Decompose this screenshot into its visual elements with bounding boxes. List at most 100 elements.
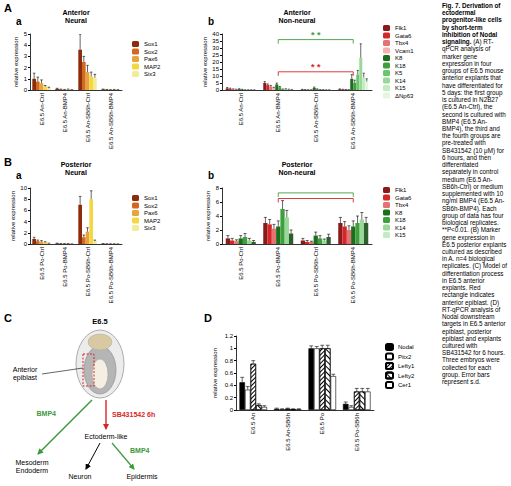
svg-text:3: 3: [24, 53, 28, 59]
svg-text:Cer1: Cer1: [398, 382, 412, 388]
svg-text:E6.5 An-SB6h-BMP4: E6.5 An-SB6h-BMP4: [108, 92, 114, 149]
svg-text:E6.5: E6.5: [92, 317, 107, 326]
svg-text:E6.5 An-Ctrl: E6.5 An-Ctrl: [238, 93, 244, 125]
svg-text:K15: K15: [395, 232, 406, 238]
svg-text:E6.5 Po-SB6h: E6.5 Po-SB6h: [354, 413, 360, 451]
svg-text:0: 0: [216, 87, 220, 93]
svg-text:8: 8: [24, 196, 28, 202]
svg-text:relative expression: relative expression: [13, 37, 19, 87]
svg-text:a: a: [16, 170, 22, 181]
svg-text:E6.5 Po-SB6h-BMP4: E6.5 Po-SB6h-BMP4: [108, 246, 114, 303]
svg-text:Posterior: Posterior: [61, 161, 92, 168]
svg-text:Lefty2: Lefty2: [398, 373, 415, 379]
svg-text:E6.5 An-SB6h-Ctrl: E6.5 An-SB6h-Ctrl: [85, 93, 91, 142]
svg-text:5: 5: [24, 31, 28, 37]
svg-text:K8: K8: [395, 210, 403, 216]
svg-text:* *: * *: [311, 62, 321, 72]
svg-text:a: a: [16, 16, 22, 27]
svg-text:Gata6: Gata6: [395, 195, 412, 201]
svg-text:Flk1: Flk1: [395, 187, 407, 193]
svg-text:E6.5 Po-BMP4: E6.5 Po-BMP4: [62, 246, 68, 286]
svg-text:E6.5 Po-Ctrl: E6.5 Po-Ctrl: [39, 247, 45, 280]
svg-text:relative expression: relative expression: [212, 348, 218, 398]
svg-text:Mesoderm: Mesoderm: [15, 459, 48, 466]
svg-text:Neuron: Neuron: [69, 473, 92, 480]
svg-text:D: D: [204, 312, 212, 324]
svg-text:E6.5 Po-BMP4: E6.5 Po-BMP4: [275, 246, 281, 286]
svg-text:relative expression: relative expression: [10, 191, 16, 241]
svg-text:6: 6: [216, 199, 220, 205]
svg-text:epiblast: epiblast: [13, 374, 37, 382]
svg-text:Sox2: Sox2: [144, 203, 158, 209]
svg-text:K18: K18: [395, 63, 406, 69]
svg-text:1: 1: [230, 345, 234, 351]
svg-text:Nodal: Nodal: [398, 344, 414, 350]
svg-text:2: 2: [216, 227, 220, 233]
svg-text:E6.5 Po-SB6h-BMP4: E6.5 Po-SB6h-BMP4: [350, 246, 356, 303]
svg-text:* *: * *: [311, 30, 321, 40]
svg-text:ΔNp63: ΔNp63: [395, 93, 414, 99]
svg-text:4: 4: [216, 213, 220, 219]
svg-text:2: 2: [24, 65, 28, 71]
svg-text:0: 0: [24, 87, 28, 93]
svg-text:30: 30: [212, 45, 219, 51]
svg-text:E6.5 An-SB6h: E6.5 An-SB6h: [285, 413, 291, 451]
svg-text:Gata6: Gata6: [395, 33, 412, 39]
svg-text:40: 40: [212, 31, 219, 37]
svg-text:Sox2: Sox2: [144, 49, 158, 55]
svg-text:MAP2: MAP2: [144, 64, 161, 70]
svg-text:15: 15: [212, 66, 219, 72]
svg-text:Pax6: Pax6: [144, 210, 158, 216]
svg-text:Flk1: Flk1: [395, 25, 407, 31]
svg-text:b: b: [208, 170, 214, 181]
svg-text:K14: K14: [395, 78, 406, 84]
svg-text:4: 4: [24, 42, 28, 48]
svg-text:E6.5 Po-SB6h-Ctrl: E6.5 Po-SB6h-Ctrl: [313, 247, 319, 296]
svg-text:K15: K15: [395, 85, 406, 91]
svg-text:Anterior: Anterior: [62, 9, 90, 16]
svg-text:0.2: 0.2: [225, 395, 234, 401]
svg-text:E6.5 Po-Ctrl: E6.5 Po-Ctrl: [238, 247, 244, 280]
svg-text:20: 20: [212, 59, 219, 65]
svg-text:10: 10: [212, 73, 219, 79]
svg-text:K14: K14: [395, 225, 406, 231]
svg-text:MAP2: MAP2: [144, 218, 161, 224]
svg-text:0.8: 0.8: [225, 358, 234, 364]
svg-text:Anterior: Anterior: [13, 366, 38, 373]
svg-text:Tbx4: Tbx4: [395, 40, 409, 46]
svg-text:C: C: [4, 312, 12, 324]
svg-text:0: 0: [230, 407, 234, 413]
svg-text:E6.5 An-BMP4: E6.5 An-BMP4: [275, 92, 281, 132]
svg-text:E6.5 An-Ctrl: E6.5 An-Ctrl: [39, 93, 45, 125]
svg-text:E6.5 An: E6.5 An: [250, 413, 256, 434]
svg-text:B: B: [4, 156, 12, 168]
svg-text:Ectoderm-like: Ectoderm-like: [85, 433, 128, 440]
svg-text:Lefty1: Lefty1: [398, 363, 415, 369]
svg-text:0.6: 0.6: [225, 370, 234, 376]
svg-text:relative expression: relative expression: [205, 191, 211, 241]
svg-text:Neural: Neural: [65, 17, 87, 24]
svg-text:E6.5 Po: E6.5 Po: [319, 412, 325, 434]
svg-text:6: 6: [24, 207, 28, 213]
svg-text:BMP4: BMP4: [37, 410, 57, 417]
svg-text:0: 0: [216, 241, 220, 247]
svg-text:2: 2: [24, 230, 28, 236]
svg-text:Endoderm: Endoderm: [16, 467, 48, 474]
svg-text:Non-neural: Non-neural: [279, 17, 316, 24]
svg-text:E6.5 An-SB6h-Ctrl: E6.5 An-SB6h-Ctrl: [313, 93, 319, 142]
svg-text:E6.5 Po-SB6h-Ctrl: E6.5 Po-SB6h-Ctrl: [85, 247, 91, 296]
svg-text:4: 4: [24, 219, 28, 225]
svg-text:Posterior: Posterior: [282, 161, 313, 168]
svg-text:K18: K18: [395, 217, 406, 223]
svg-text:Pax6: Pax6: [144, 56, 158, 62]
svg-text:25: 25: [212, 52, 219, 58]
svg-text:Epidermis: Epidermis: [126, 473, 158, 481]
svg-text:relative expression: relative expression: [202, 37, 208, 87]
svg-text:1: 1: [24, 76, 28, 82]
svg-text:E6.5 An-BMP4: E6.5 An-BMP4: [62, 92, 68, 132]
svg-text:K5: K5: [395, 70, 403, 76]
svg-text:Six3: Six3: [144, 71, 156, 77]
svg-text:5: 5: [216, 80, 220, 86]
svg-text:BMP4: BMP4: [130, 447, 150, 454]
svg-text:Neural: Neural: [65, 169, 87, 176]
